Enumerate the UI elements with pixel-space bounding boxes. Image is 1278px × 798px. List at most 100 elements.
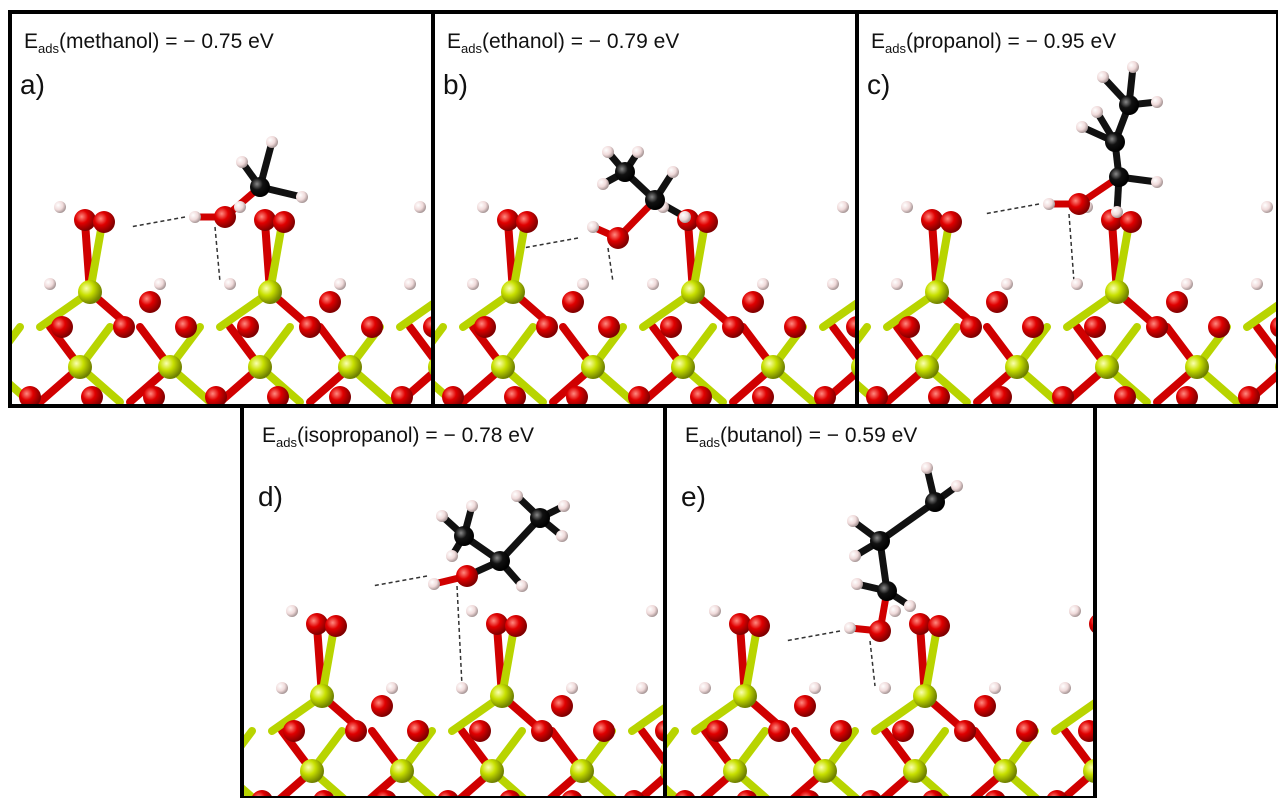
energy-text: (isopropanol) = − 0.78 eV (297, 424, 534, 447)
atom (214, 206, 236, 228)
atom (516, 211, 538, 233)
atom (501, 280, 525, 304)
atom (566, 682, 578, 694)
atom (338, 355, 362, 379)
atom (632, 146, 644, 158)
bond (182, 771, 222, 798)
atom (497, 209, 519, 231)
atom (1108, 790, 1130, 798)
atom (602, 146, 614, 158)
energy-subscript: ads (276, 435, 297, 450)
atom (300, 759, 324, 783)
atom (1181, 278, 1193, 290)
atom (558, 500, 570, 512)
bond (1048, 222, 1053, 292)
atom (876, 211, 898, 233)
atom (1069, 605, 1081, 617)
atom (670, 684, 694, 708)
atom (1108, 615, 1130, 637)
atom (813, 759, 837, 783)
atom (750, 759, 774, 783)
panel-label: a) (20, 69, 45, 100)
atom (1261, 201, 1273, 213)
atom (1127, 61, 1139, 73)
atom (757, 278, 769, 290)
atom (51, 316, 73, 338)
atom (636, 682, 648, 694)
atom (1076, 121, 1088, 133)
atom (273, 211, 295, 233)
atom (306, 613, 328, 635)
atom (954, 720, 976, 742)
atom (386, 682, 398, 694)
atom (491, 355, 515, 379)
atom (371, 695, 393, 717)
atom (1089, 613, 1111, 635)
atom (1170, 790, 1192, 798)
atom (1095, 355, 1119, 379)
panel-label: d) (258, 481, 283, 512)
hydrogen-bond (215, 227, 220, 282)
atom (310, 684, 334, 708)
atom (1249, 605, 1261, 617)
atom (901, 201, 913, 213)
atom (296, 191, 308, 203)
bond (1185, 771, 1225, 798)
atom (530, 508, 550, 528)
atom (477, 201, 489, 213)
atom (849, 550, 861, 562)
bond (383, 327, 413, 367)
atom (666, 613, 688, 635)
atom (325, 615, 347, 637)
atom (78, 280, 102, 304)
atom (436, 510, 448, 522)
hydrogen-bond (608, 248, 613, 282)
atom (237, 316, 259, 338)
atom (1269, 613, 1278, 635)
atom (633, 759, 657, 783)
atom (827, 278, 839, 290)
bond (1095, 731, 1125, 771)
atom (989, 682, 1001, 694)
atom (830, 720, 852, 742)
atom (733, 684, 757, 708)
energy-subscript: ads (38, 41, 59, 56)
atom (276, 682, 288, 694)
atom (696, 211, 718, 233)
bond (1235, 696, 1278, 731)
atom (531, 720, 553, 742)
energy-text: (butanol) = − 0.59 eV (720, 424, 917, 447)
atom (1091, 106, 1103, 118)
atom (562, 291, 584, 313)
energy-text: (methanol) = − 0.75 eV (59, 30, 274, 53)
atom (581, 355, 605, 379)
atom (1151, 176, 1163, 188)
scene (182, 490, 938, 798)
energy-subscript: ads (885, 41, 906, 56)
hydrogen-bond (1069, 214, 1074, 282)
atom (889, 605, 901, 617)
atom (1251, 278, 1263, 290)
atom (189, 211, 201, 223)
atom (466, 605, 478, 617)
atom (248, 355, 272, 379)
atom (903, 759, 927, 783)
atom (0, 355, 2, 379)
hydrogen-bond (523, 238, 578, 248)
atom (139, 291, 161, 313)
atom (768, 720, 790, 742)
atom (1119, 95, 1139, 115)
atom (1109, 167, 1129, 187)
atom (446, 550, 458, 562)
atom (1273, 684, 1278, 708)
atom (299, 316, 321, 338)
atom (453, 211, 475, 233)
scene (797, 61, 1278, 408)
bond (672, 731, 702, 771)
atom (511, 490, 523, 502)
atom (928, 615, 950, 637)
atom (794, 695, 816, 717)
atom (870, 531, 890, 551)
bond (682, 628, 694, 696)
atom (904, 600, 916, 612)
